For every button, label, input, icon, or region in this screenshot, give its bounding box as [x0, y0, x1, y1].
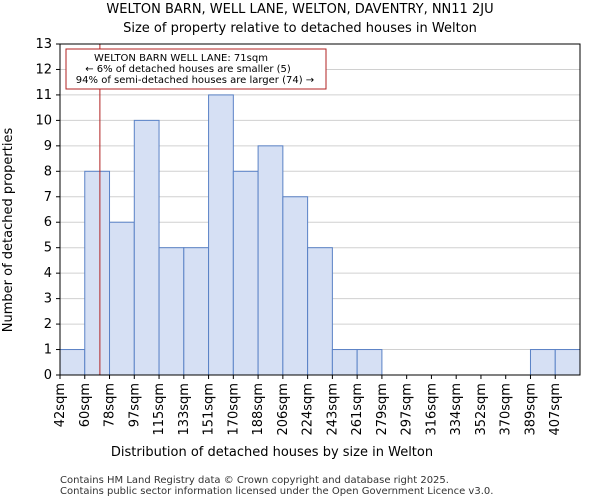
y-tick-label: 3: [44, 292, 52, 307]
x-axis-label: Distribution of detached houses by size …: [111, 445, 433, 460]
bar-261sqm: [356, 349, 383, 376]
y-tick-label: 6: [44, 215, 52, 230]
x-tick-label: 370sqm: [499, 383, 514, 436]
bar-115sqm: [158, 247, 185, 376]
x-tick-label: 316sqm: [424, 383, 439, 436]
chart-subtitle: Size of property relative to detached ho…: [123, 21, 477, 36]
x-tick-label: 352sqm: [474, 383, 489, 436]
y-tick-label: 11: [35, 88, 52, 103]
bar-206sqm: [282, 196, 309, 376]
bar-224sqm: [307, 247, 333, 376]
bar-60sqm: [84, 170, 111, 376]
annotation-line3: 94% of semi-detached houses are larger (…: [76, 75, 314, 86]
y-tick-label: 8: [44, 164, 52, 179]
y-tick-label: 0: [44, 368, 52, 383]
x-tick-label: 151sqm: [202, 383, 217, 436]
x-tick-label: 297sqm: [400, 383, 415, 436]
x-tick-label: 133sqm: [177, 383, 192, 436]
annotation-line1: WELTON BARN WELL LANE: 71sqm: [94, 53, 268, 64]
x-tick-label: 78sqm: [103, 383, 118, 427]
y-axis-label: Number of detached properties: [1, 128, 16, 333]
bar-407sqm: [554, 349, 581, 376]
x-tick-label: 243sqm: [325, 383, 340, 436]
y-tick-label: 9: [44, 139, 52, 154]
x-tick-label: 389sqm: [523, 383, 538, 436]
annotation-box: WELTON BARN WELL LANE: 71sqm ← 6% of det…: [65, 48, 327, 90]
x-tick-label: 224sqm: [301, 383, 316, 436]
y-tick-label: 4: [44, 266, 52, 281]
bar-97sqm: [133, 119, 160, 376]
y-tick-label: 13: [35, 37, 52, 52]
y-tick-label: 2: [44, 317, 52, 332]
x-tick-label: 334sqm: [449, 383, 464, 436]
annotation-border: [65, 48, 327, 90]
bar-243sqm: [331, 349, 358, 376]
bars: [59, 94, 581, 376]
y-tick-label: 5: [44, 241, 52, 256]
x-tick-label: 60sqm: [78, 383, 93, 427]
bar-151sqm: [208, 94, 234, 376]
x-tick-label: 279sqm: [375, 383, 390, 436]
y-tick-label: 1: [44, 343, 52, 358]
x-tick-label: 170sqm: [226, 383, 241, 436]
y-tick-label: 10: [35, 113, 52, 128]
x-tick-label: 261sqm: [350, 383, 365, 436]
bar-170sqm: [232, 170, 259, 376]
bar-133sqm: [183, 247, 210, 376]
x-tick-label: 115sqm: [152, 383, 167, 436]
bar-389sqm: [529, 349, 556, 376]
x-tick-label: 188sqm: [251, 383, 266, 436]
y-tick-label: 7: [44, 190, 52, 205]
bar-188sqm: [257, 145, 284, 376]
x-tick-label: 97sqm: [127, 383, 142, 427]
footer-line2: Contains public sector information licen…: [60, 486, 493, 497]
x-tick-label: 42sqm: [53, 383, 68, 427]
chart-title: WELTON BARN, WELL LANE, WELTON, DAVENTRY…: [106, 2, 493, 17]
x-tick-label: 206sqm: [276, 383, 291, 436]
footer-line1: Contains HM Land Registry data © Crown c…: [60, 475, 449, 486]
plot-frame: [59, 43, 581, 376]
x-axis-ticks: 42sqm 60sqm 78sqm 97sqm 115sqm 133sqm 151sqm 17…: [53, 375, 563, 436]
bar-42sqm: [59, 349, 86, 376]
y-tick-label: 12: [35, 62, 52, 77]
x-tick-label: 407sqm: [548, 383, 563, 436]
annotation-line2: ← 6% of detached houses are smaller (5): [85, 64, 291, 75]
bar-78sqm: [109, 221, 135, 376]
